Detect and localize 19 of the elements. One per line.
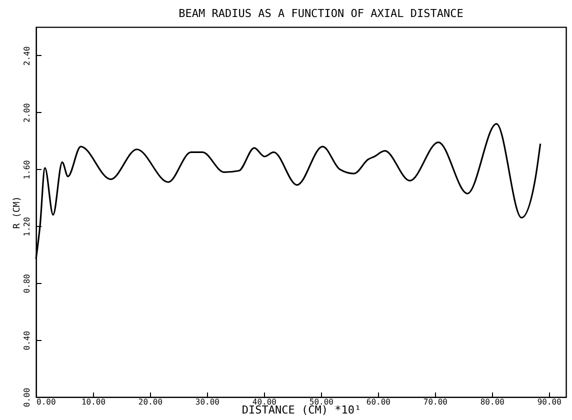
x-tick-label: 30.00 xyxy=(195,398,220,406)
x-tick-label: 70.00 xyxy=(423,398,448,406)
x-tick-label: 0.00 xyxy=(36,398,56,406)
x-tick-label: 10.00 xyxy=(81,398,106,406)
x-tick-label: 90.00 xyxy=(537,398,562,406)
y-tick-label: 2.00 xyxy=(22,103,32,123)
x-tick-label: 80.00 xyxy=(480,398,505,406)
y-tick-label: 2.40 xyxy=(22,46,32,66)
y-tick-label: 0.80 xyxy=(22,274,32,294)
x-tick-label: 40.00 xyxy=(252,398,277,406)
y-tick-label: 0.40 xyxy=(22,330,32,350)
y-axis-title: R (CM) xyxy=(12,196,22,229)
y-tick-label: 1.60 xyxy=(22,160,32,180)
x-tick-label: 20.00 xyxy=(138,398,163,406)
x-tick-label: 50.00 xyxy=(309,398,334,406)
x-axis-title: DISTANCE (CM) *10¹ xyxy=(242,404,362,416)
y-tick-label: 1.20 xyxy=(22,216,32,236)
chart-title: BEAM RADIUS AS A FUNCTION OF AXIAL DISTANCE xyxy=(178,7,464,20)
x-tick-label: 60.00 xyxy=(366,398,391,406)
